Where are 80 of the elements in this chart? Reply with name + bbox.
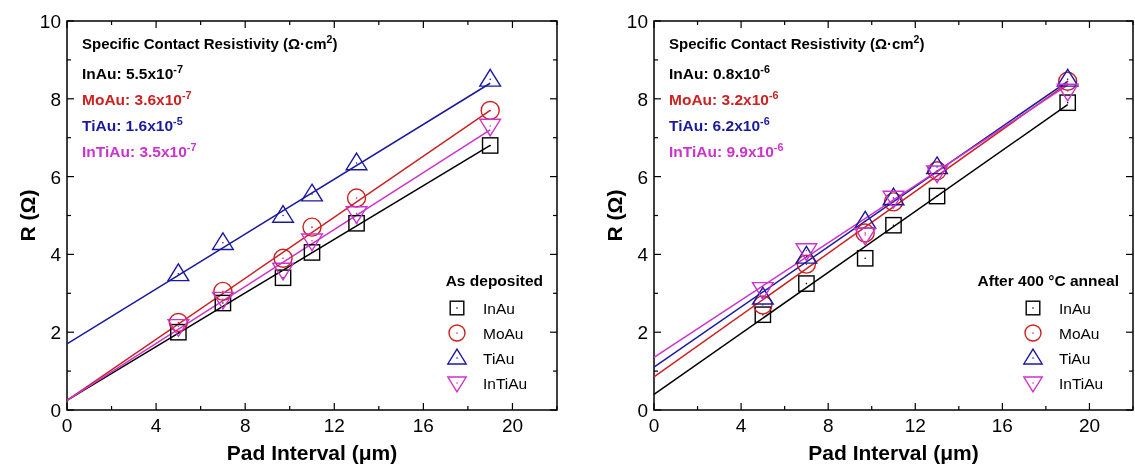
- point: [926, 156, 949, 175]
- annotation: InTiAu: 3.5x10$^{-7}$: [82, 141, 197, 160]
- x-tick-label: 8: [822, 415, 834, 436]
- point: [754, 306, 772, 324]
- point: [167, 263, 190, 282]
- point: [300, 233, 324, 252]
- point: [479, 68, 502, 87]
- point: [796, 254, 817, 274]
- y-tick-label: 4: [50, 244, 62, 266]
- legend-label: TiAu: [483, 350, 515, 367]
- y-tick-label: 4: [637, 244, 649, 266]
- x-tick-label: 16: [991, 415, 1013, 436]
- point: [303, 244, 321, 261]
- annotation: Specific Contact Resistivity (Ω·cm$^{2}$): [669, 33, 925, 52]
- point: [885, 216, 902, 234]
- y-tick-label: 0: [637, 400, 648, 421]
- legend-title: After 400 °C anneal: [977, 272, 1119, 289]
- annotation: InAu: 0.8x10$^{-6}$: [669, 63, 770, 82]
- point: [345, 152, 368, 171]
- y-tick-label: 10: [626, 11, 648, 32]
- point: [346, 188, 367, 208]
- point: [302, 217, 322, 237]
- annotation: TiAu: 6.2x10$^{-6}$: [669, 115, 770, 134]
- annotation: MoAu: 3.6x10$^{-7}$: [82, 89, 192, 108]
- point: [1059, 94, 1077, 112]
- point: [167, 318, 190, 337]
- legend-label: MoAu: [1059, 325, 1100, 342]
- x-tick-label: 20: [1078, 415, 1101, 436]
- legend-label: InTiAu: [483, 375, 528, 392]
- annotation: InAu: 5.5x10$^{-7}$: [82, 63, 183, 82]
- legend-title: As deposited: [445, 272, 543, 289]
- x-tick-label: 12: [904, 415, 926, 436]
- point: [168, 312, 189, 333]
- legend-label: MoAu: [483, 325, 524, 342]
- x-tick-label: 4: [150, 415, 162, 436]
- point: [273, 248, 293, 268]
- point: [753, 295, 773, 315]
- point: [751, 286, 774, 305]
- y-tick-label: 6: [50, 166, 61, 188]
- point: [856, 249, 874, 267]
- annotation: InTiAu: 9.9x10$^{-6}$: [669, 141, 784, 160]
- annotation: Specific Contact Resistivity (Ω·cm$^{2}$): [82, 33, 338, 52]
- point: [751, 281, 774, 301]
- y-tick-label: 6: [637, 166, 648, 188]
- point: [272, 204, 295, 223]
- y-tick-label: 10: [39, 11, 61, 32]
- x-tick-label: 16: [412, 415, 434, 436]
- point: [854, 210, 877, 229]
- legend-label: InTiAu: [1059, 375, 1104, 392]
- point: [855, 223, 875, 243]
- point: [213, 281, 233, 302]
- y-tick-label: 8: [50, 88, 61, 110]
- annotation: TiAu: 1.6x10$^{-5}$: [82, 115, 183, 134]
- legend-label: InAu: [1059, 300, 1091, 317]
- x-tick-label: 12: [323, 415, 345, 436]
- y-tick-label: 2: [637, 322, 648, 344]
- y-tick-label: 8: [637, 88, 648, 110]
- point: [272, 262, 295, 281]
- point: [481, 137, 499, 154]
- x-axis-title: Pad Interval (μm): [226, 441, 398, 464]
- point: [480, 100, 500, 121]
- point: [1056, 68, 1079, 87]
- legend-label: InAu: [483, 300, 515, 317]
- point: [854, 227, 877, 246]
- point: [928, 187, 946, 205]
- point: [211, 232, 234, 251]
- point: [300, 183, 324, 202]
- x-axis-title: Pad Interval (μm): [808, 441, 979, 464]
- x-tick-label: 4: [735, 415, 747, 436]
- annotation: MoAu: 3.2x10$^{-6}$: [669, 89, 779, 108]
- point: [798, 275, 815, 292]
- x-tick-label: 8: [239, 415, 251, 436]
- y-tick-label: 0: [50, 400, 61, 421]
- y-axis-title: R (Ω): [603, 189, 626, 242]
- legend-label: TiAu: [1059, 350, 1091, 367]
- y-tick-label: 2: [50, 322, 61, 344]
- y-axis-title: R (Ω): [16, 189, 39, 242]
- point: [1057, 71, 1078, 91]
- x-tick-label: 20: [501, 415, 524, 436]
- point: [1056, 83, 1079, 102]
